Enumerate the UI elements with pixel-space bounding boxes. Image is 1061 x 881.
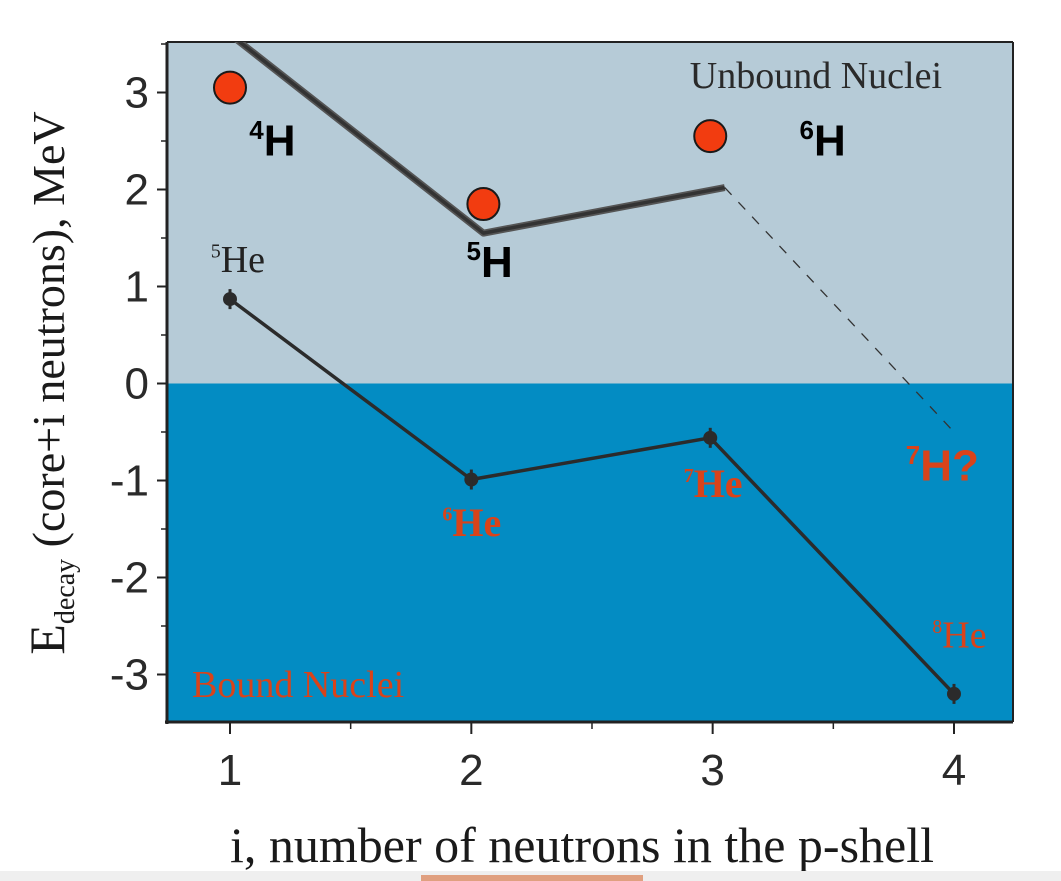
- isotope-label-he5: 5He: [211, 239, 265, 281]
- x-tick-label: 4: [942, 746, 966, 795]
- y-axis-title-subscript: decay: [50, 559, 81, 624]
- he-series-line: [228, 297, 956, 696]
- h-data-point: [466, 187, 501, 222]
- h-extrapolation-dashed-line: [724, 187, 955, 433]
- isotope-mass-number: 5: [211, 241, 221, 263]
- x-tick-label: 3: [700, 746, 724, 795]
- y-axis-title: Edecay (core+i neutrons), MeV: [19, 111, 81, 654]
- isotope-label-he8: 8He: [932, 614, 986, 656]
- h-data-point: [213, 70, 247, 105]
- region-bound: [167, 383, 1013, 722]
- isotope-symbol: H: [814, 117, 846, 166]
- isotope-label-h5: 5H: [467, 236, 513, 287]
- y-tick-label: -3: [110, 651, 149, 700]
- y-tick-label: 1: [125, 263, 149, 312]
- isotope-mass-number: 6: [442, 504, 452, 526]
- h-series-line: [236, 42, 726, 235]
- isotope-symbol: He: [694, 461, 743, 506]
- isotope-symbol: He: [942, 614, 986, 656]
- y-tick-label: -1: [110, 457, 149, 506]
- h-data-point: [693, 119, 728, 154]
- isotope-symbol: He: [221, 239, 265, 281]
- isotope-symbol: H: [264, 117, 296, 166]
- plot-background: [167, 42, 1013, 722]
- labels: Unbound Nuclei Bound Nuclei i, number of…: [19, 55, 987, 873]
- isotope-symbol: He: [452, 500, 501, 545]
- x-tick-label: 1: [218, 746, 242, 795]
- isotope-mass-number: 7: [906, 440, 920, 470]
- isotope-symbol: H?: [920, 442, 979, 491]
- y-tick-label: -2: [110, 554, 149, 603]
- y-tick-label: 0: [125, 360, 149, 409]
- isotope-mass-number: 8: [932, 616, 942, 638]
- isotope-label-he6: 6He: [442, 500, 501, 545]
- isotope-symbol: H: [481, 238, 513, 287]
- isotope-label-he7: 7He: [684, 461, 743, 506]
- series: [213, 42, 961, 704]
- bottom-accent-bar: [421, 875, 643, 881]
- region-label-unbound: Unbound Nuclei: [690, 55, 942, 97]
- region-label-bound: Bound Nuclei: [192, 664, 404, 706]
- isotope-mass-number: 4: [249, 115, 264, 145]
- isotope-mass-number: 7: [684, 465, 694, 487]
- isotope-label-h6: 6H: [800, 115, 846, 166]
- isotope-mass-number: 5: [467, 236, 481, 266]
- y-axis-title-rest: (core+i neutrons), MeV: [23, 111, 74, 558]
- x-tick-label: 2: [459, 746, 483, 795]
- y-tick-label: 2: [125, 166, 149, 215]
- y-tick-label: 3: [125, 69, 149, 118]
- isotope-label-h7: 7H?: [906, 440, 979, 491]
- isotope-mass-number: 6: [800, 115, 814, 145]
- y-axis-title-main: E: [19, 624, 75, 655]
- axes: 3 2 1 0 -1 -2 -3 1 2 3 4: [110, 41, 1014, 795]
- x-axis-title: i, number of neutrons in the p-shell: [230, 817, 934, 873]
- isotope-label-h4: 4H: [249, 115, 295, 166]
